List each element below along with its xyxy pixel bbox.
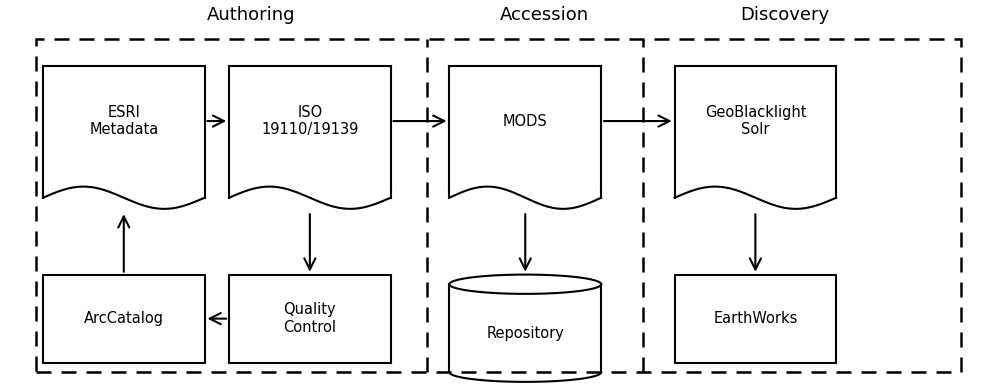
Text: ESRI
Metadata: ESRI Metadata <box>89 105 158 137</box>
Text: GeoBlacklight
Solr: GeoBlacklight Solr <box>705 105 806 137</box>
Text: Authoring: Authoring <box>207 5 296 24</box>
Text: Quality
Control: Quality Control <box>284 302 337 335</box>
Bar <box>35 39 961 372</box>
Text: Accession: Accession <box>500 5 589 24</box>
Text: ISO
19110/19139: ISO 19110/19139 <box>261 105 358 137</box>
Text: Discovery: Discovery <box>740 5 830 24</box>
Text: Repository: Repository <box>486 326 565 341</box>
Bar <box>675 275 837 363</box>
Text: ArcCatalog: ArcCatalog <box>83 311 164 326</box>
Text: EarthWorks: EarthWorks <box>713 311 797 326</box>
Text: MODS: MODS <box>503 114 548 128</box>
Bar <box>43 275 204 363</box>
Bar <box>229 275 391 363</box>
